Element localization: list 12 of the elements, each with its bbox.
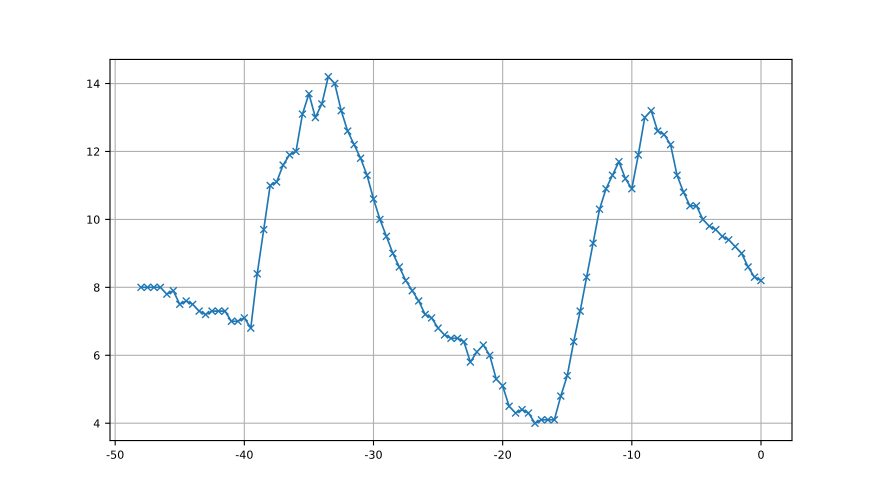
y-tick-label: 8 (94, 283, 100, 292)
x-tick-label: -10 (623, 450, 640, 459)
y-tick-label: 10 (87, 215, 100, 224)
y-tick-label: 6 (94, 351, 100, 360)
x-tick-label: -30 (364, 450, 382, 459)
x-tick-label: 0 (758, 450, 764, 459)
y-tick-label: 14 (87, 80, 100, 88)
x-tick-label: -40 (236, 450, 253, 459)
y-tick-label: 12 (87, 147, 100, 156)
x-tick-label: -20 (494, 450, 512, 459)
y-tick-label: 4 (94, 419, 100, 428)
x-tick-label: -50 (106, 450, 124, 459)
